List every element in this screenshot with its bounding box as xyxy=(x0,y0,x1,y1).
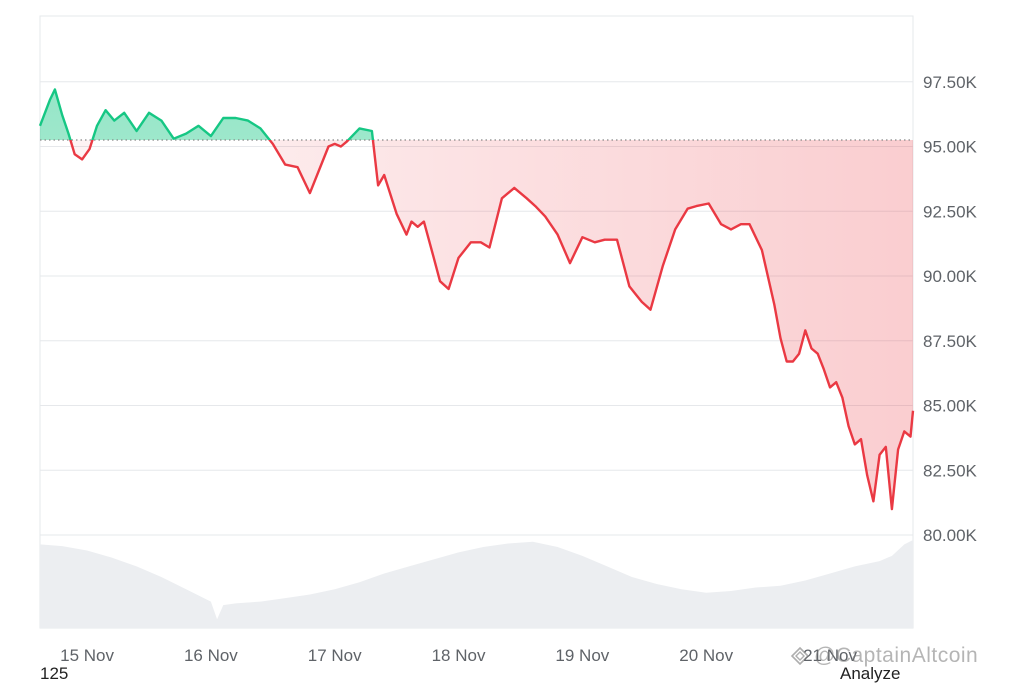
x-axis-ticks: 15 Nov 16 Nov 17 Nov 18 Nov 19 Nov 20 Nov 21 N… xyxy=(60,646,857,665)
price-line xyxy=(38,88,915,511)
x-tick-label: 18 Nov xyxy=(432,646,486,665)
price-line-below xyxy=(69,140,915,511)
area-above-baseline xyxy=(40,89,373,141)
x-tick-label: 16 Nov xyxy=(184,646,238,665)
watermark-text: @CaptainAltcoin xyxy=(814,644,979,667)
watermark: @CaptainAltcoin xyxy=(790,644,978,668)
x-tick-label: 19 Nov xyxy=(555,646,609,665)
diamond-logo-icon xyxy=(790,646,810,666)
x-tick-label: 17 Nov xyxy=(308,646,362,665)
volume-value-label: 125 xyxy=(40,664,69,683)
volume-band xyxy=(40,540,913,628)
y-tick-label: 97.50K xyxy=(923,73,978,92)
y-tick-label: 82.50K xyxy=(923,461,978,480)
analyze-link[interactable]: Analyze xyxy=(840,664,901,683)
price-line-above xyxy=(38,88,375,141)
area-below-baseline xyxy=(40,140,913,510)
x-tick-label: 20 Nov xyxy=(679,646,733,665)
y-tick-label: 80.00K xyxy=(923,526,978,545)
y-tick-label: 87.50K xyxy=(923,332,978,351)
price-area-fill xyxy=(40,89,913,510)
y-tick-label: 85.00K xyxy=(923,397,978,416)
y-axis-ticks: 97.50K 95.00K 92.50K 90.00K 87.50K 85.00K 82.5… xyxy=(923,73,978,545)
y-tick-label: 92.50K xyxy=(923,202,978,221)
y-tick-label: 90.00K xyxy=(923,267,978,286)
volume-area xyxy=(40,540,913,628)
x-tick-label: 15 Nov xyxy=(60,646,114,665)
y-tick-label: 95.00K xyxy=(923,138,978,157)
x-tick-label: 21 Nov xyxy=(803,646,857,665)
